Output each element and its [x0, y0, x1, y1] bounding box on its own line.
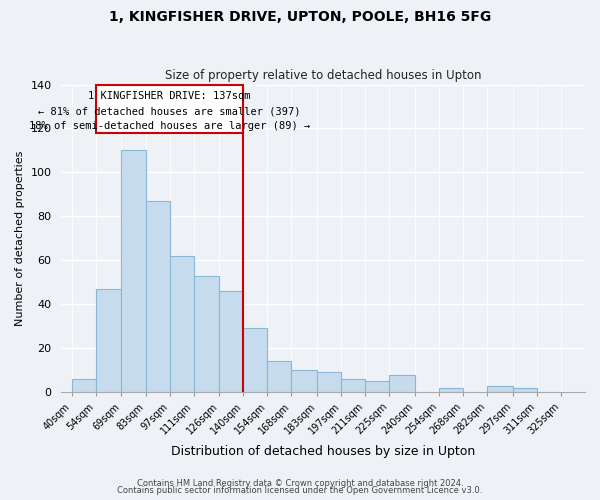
Bar: [244, 328, 268, 392]
Bar: [194, 276, 220, 392]
Bar: [439, 388, 463, 392]
Text: 18% of semi-detached houses are larger (89) →: 18% of semi-detached houses are larger (…: [29, 121, 310, 131]
Bar: [317, 372, 341, 392]
Bar: [341, 379, 365, 392]
Y-axis label: Number of detached properties: Number of detached properties: [15, 150, 25, 326]
Text: Contains HM Land Registry data © Crown copyright and database right 2024.: Contains HM Land Registry data © Crown c…: [137, 478, 463, 488]
Bar: [268, 362, 292, 392]
Bar: [292, 370, 317, 392]
Bar: [513, 388, 537, 392]
Text: ← 81% of detached houses are smaller (397): ← 81% of detached houses are smaller (39…: [38, 106, 301, 117]
Bar: [365, 381, 389, 392]
Bar: [96, 289, 121, 392]
Bar: [146, 201, 170, 392]
FancyBboxPatch shape: [96, 84, 244, 133]
Bar: [121, 150, 146, 392]
Text: 1 KINGFISHER DRIVE: 137sqm: 1 KINGFISHER DRIVE: 137sqm: [88, 91, 251, 101]
Bar: [170, 256, 194, 392]
Bar: [72, 379, 96, 392]
Bar: [220, 291, 244, 392]
Title: Size of property relative to detached houses in Upton: Size of property relative to detached ho…: [165, 69, 481, 82]
Bar: [389, 374, 415, 392]
Text: 1, KINGFISHER DRIVE, UPTON, POOLE, BH16 5FG: 1, KINGFISHER DRIVE, UPTON, POOLE, BH16 …: [109, 10, 491, 24]
Bar: [487, 386, 513, 392]
Text: Contains public sector information licensed under the Open Government Licence v3: Contains public sector information licen…: [118, 486, 482, 495]
X-axis label: Distribution of detached houses by size in Upton: Distribution of detached houses by size …: [171, 444, 475, 458]
